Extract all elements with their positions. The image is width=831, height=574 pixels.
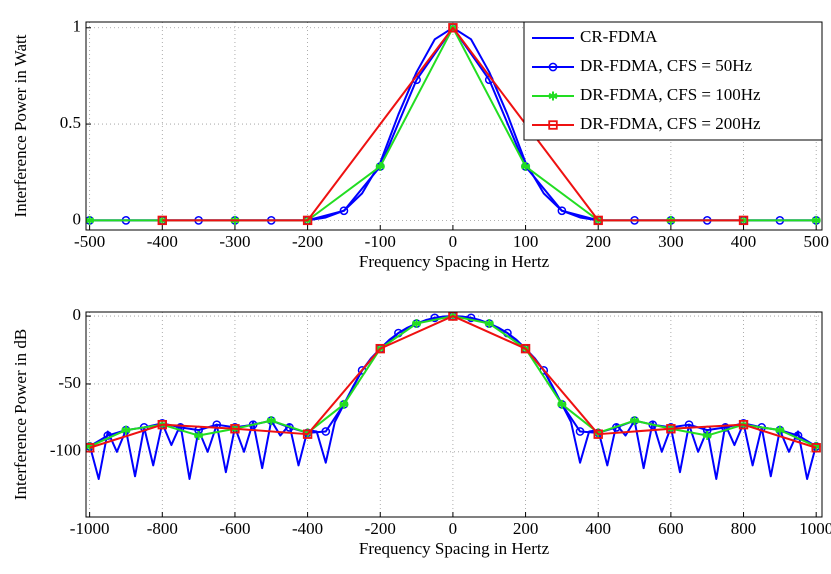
x-tick-label: 1000 bbox=[799, 519, 831, 538]
x-tick-label: -200 bbox=[292, 232, 323, 251]
marker bbox=[412, 319, 422, 329]
marker bbox=[302, 429, 313, 439]
marker bbox=[194, 431, 204, 441]
x-tick-label: 100 bbox=[513, 232, 539, 251]
legend-label: DR-FDMA, CFS = 200Hz bbox=[580, 114, 761, 133]
x-tick-label: 400 bbox=[731, 232, 757, 251]
marker bbox=[375, 343, 385, 354]
x-tick-label: -300 bbox=[219, 232, 250, 251]
marker bbox=[230, 424, 240, 434]
axes-frame bbox=[85, 311, 823, 518]
x-tick-label: 200 bbox=[585, 232, 611, 251]
marker bbox=[702, 431, 712, 441]
marker bbox=[339, 206, 349, 216]
x-axis-label: Frequency Spacing in Hertz bbox=[359, 539, 550, 558]
series-line bbox=[89, 315, 817, 449]
plot-series bbox=[86, 23, 821, 226]
marker bbox=[557, 399, 567, 409]
x-tick-label: 600 bbox=[658, 519, 684, 538]
legend-marker bbox=[548, 120, 558, 130]
x-tick-label: -400 bbox=[147, 232, 178, 251]
y-tick-label: 0 bbox=[73, 209, 82, 228]
legend-label: DR-FDMA, CFS = 50Hz bbox=[580, 56, 753, 75]
legend-label: CR-FDMA bbox=[580, 27, 658, 46]
series-line bbox=[162, 26, 744, 222]
marker bbox=[738, 215, 749, 226]
x-tick-label: -100 bbox=[365, 232, 396, 251]
x-tick-label: 500 bbox=[803, 232, 829, 251]
y-tick-label: -100 bbox=[50, 441, 81, 460]
marker bbox=[430, 313, 440, 323]
legend-box bbox=[523, 21, 823, 141]
marker bbox=[484, 319, 494, 329]
x-tick-label: 300 bbox=[658, 232, 684, 251]
y-tick-label: 1 bbox=[73, 17, 82, 36]
y-axis-label: Interference Power in dB bbox=[11, 329, 30, 500]
marker bbox=[157, 215, 167, 226]
x-tick-label: 200 bbox=[513, 519, 539, 538]
marker bbox=[811, 443, 821, 453]
x-tick-label: -400 bbox=[292, 519, 323, 538]
marker bbox=[121, 425, 131, 435]
x-tick-label: -1000 bbox=[70, 519, 110, 538]
marker bbox=[86, 443, 95, 453]
marker bbox=[630, 416, 640, 426]
marker bbox=[520, 343, 531, 354]
x-tick-label: -800 bbox=[147, 519, 178, 538]
marker bbox=[775, 425, 785, 435]
x-tick-label: 0 bbox=[449, 232, 458, 251]
plot-area bbox=[86, 312, 822, 517]
marker bbox=[593, 429, 603, 439]
x-tick-label: -500 bbox=[74, 232, 105, 251]
y-axis-label: Interference Power in Watt bbox=[11, 34, 30, 217]
marker bbox=[811, 215, 821, 225]
y-tick-label: -50 bbox=[58, 373, 81, 392]
marker bbox=[302, 215, 313, 226]
marker bbox=[593, 215, 603, 226]
x-tick-label: -600 bbox=[219, 519, 250, 538]
marker bbox=[157, 215, 167, 225]
legend-marker bbox=[548, 62, 558, 72]
marker bbox=[738, 419, 749, 430]
y-tick-label: 0.5 bbox=[60, 113, 81, 132]
marker bbox=[575, 427, 585, 436]
marker bbox=[521, 161, 531, 171]
x-tick-label: 800 bbox=[731, 519, 757, 538]
marker bbox=[339, 399, 349, 409]
marker bbox=[557, 206, 567, 216]
marker bbox=[86, 441, 95, 451]
y-tick-label: 0 bbox=[73, 305, 82, 324]
marker bbox=[321, 427, 331, 436]
marker bbox=[86, 215, 95, 225]
x-tick-label: 400 bbox=[585, 519, 611, 538]
legend-label: DR-FDMA, CFS = 100Hz bbox=[580, 85, 761, 104]
marker bbox=[811, 441, 821, 451]
x-tick-label: -200 bbox=[365, 519, 396, 538]
marker bbox=[466, 313, 476, 323]
plot-series bbox=[86, 312, 821, 480]
legend: CR-FDMA DR-FDMA, CFS = 50Hz DR-FDMA, CFS =… bbox=[523, 21, 823, 141]
legend-marker bbox=[548, 91, 558, 101]
marker bbox=[266, 416, 276, 426]
x-axis-label: Frequency Spacing in Hertz bbox=[359, 252, 550, 271]
marker bbox=[375, 161, 385, 171]
x-tick-label: 0 bbox=[449, 519, 458, 538]
marker bbox=[448, 23, 458, 33]
marker bbox=[157, 419, 167, 430]
marker bbox=[666, 424, 676, 434]
